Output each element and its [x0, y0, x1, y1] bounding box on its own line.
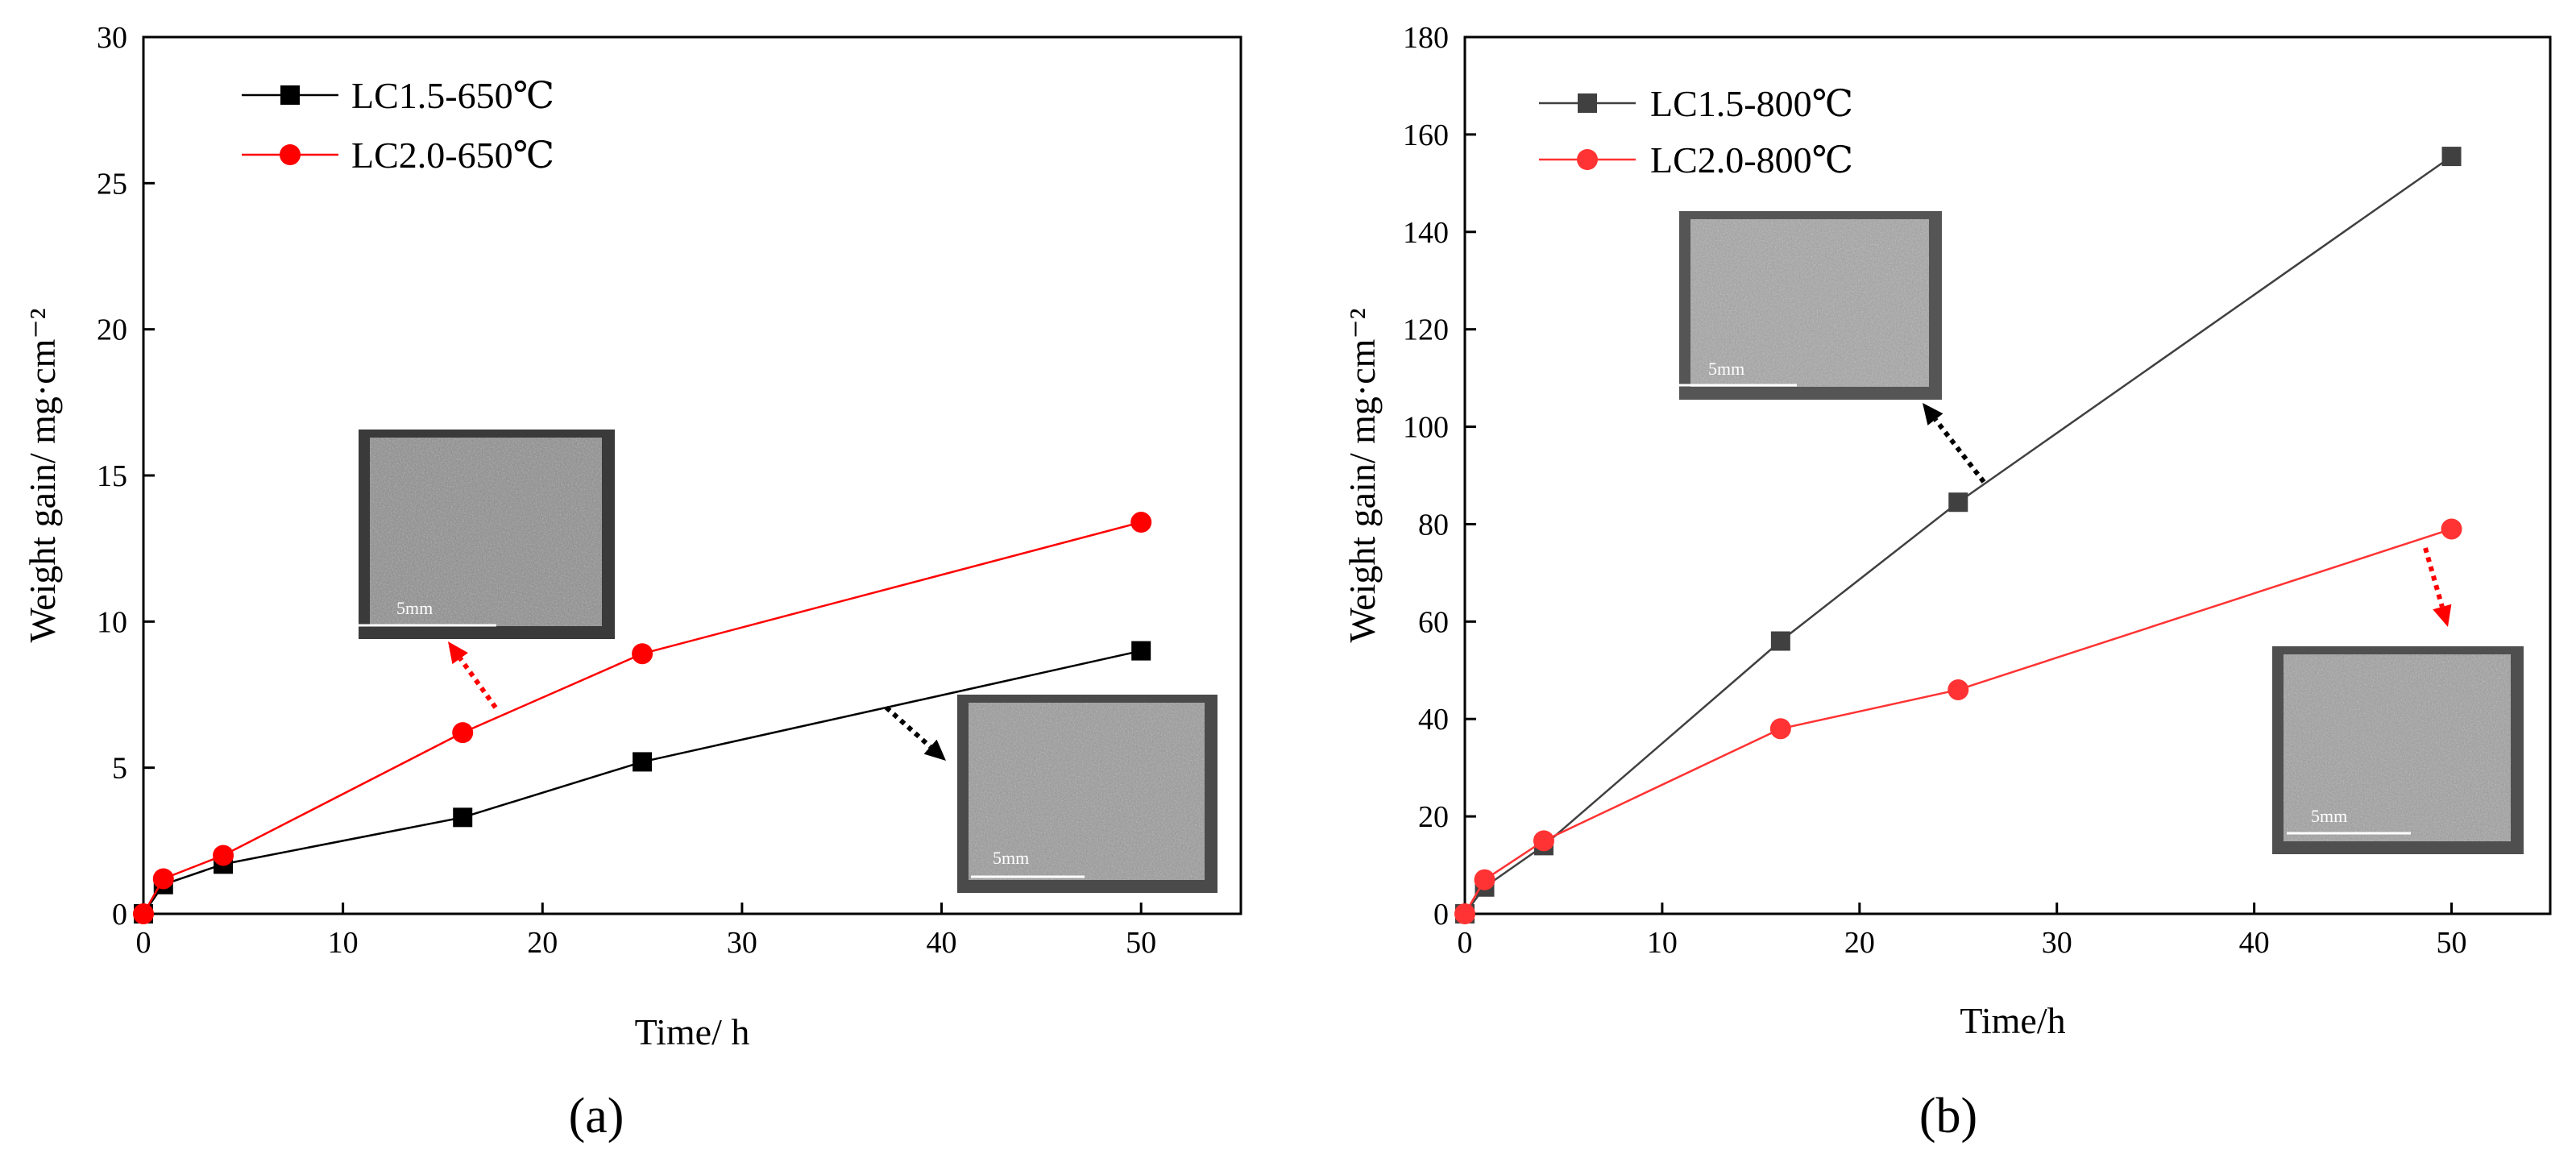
y-tick-label: 0 — [1433, 898, 1449, 932]
plot-frame — [1463, 35, 2552, 915]
chart-panel-a: 0 10 20 30 40 50 0 5 10 15 20 25 30 Time/ h Weight gai… — [22, 21, 1242, 1143]
dotted-arrow-head — [448, 641, 468, 665]
y-tick-label: 20 — [97, 313, 127, 347]
sample-texture — [969, 703, 1205, 880]
x-tick-label: 20 — [1844, 926, 1875, 960]
y-axis-title: Weight gain/ mg·cm⁻² — [22, 308, 63, 642]
data-point-circle — [1130, 512, 1152, 533]
legend-label: LC2.0-800℃ — [1650, 139, 1853, 181]
data-point-square — [633, 752, 653, 772]
data-point-circle — [1533, 830, 1554, 852]
y-tick-label: 120 — [1403, 313, 1449, 347]
data-point-circle — [2441, 518, 2462, 540]
legend: LC1.5-800℃ LC2.0-800℃ — [1539, 83, 1853, 181]
inset-micrograph: 5mm — [2272, 646, 2524, 854]
data-point-square — [2441, 147, 2462, 167]
y-tick-label: 25 — [97, 167, 127, 201]
x-tick-label: 0 — [1458, 926, 1473, 960]
legend-marker-square — [1578, 93, 1597, 113]
y-tick-label: 15 — [97, 459, 127, 493]
data-point-square — [1770, 631, 1790, 651]
scale-bar-label: 5mm — [1708, 359, 1744, 379]
chart-panel-b: 0 10 20 30 40 50 0 20 40 60 80 100 120 140 160 180 Time/… — [1342, 21, 2552, 1143]
sample-texture — [1690, 219, 1929, 387]
legend-marker-circle — [280, 144, 301, 165]
x-tick-label: 40 — [927, 926, 957, 960]
y-tick-label: 100 — [1403, 411, 1449, 445]
x-tick-label: 30 — [727, 926, 757, 960]
y-tick-label: 140 — [1403, 216, 1449, 250]
x-tick-label: 20 — [527, 926, 558, 960]
x-tick-label: 0 — [136, 926, 151, 960]
data-point-circle — [152, 868, 174, 890]
y-tick-label: 60 — [1418, 605, 1449, 639]
x-tick-label: 50 — [2437, 926, 2467, 960]
x-tick-label: 10 — [328, 926, 359, 960]
data-point-square — [1131, 641, 1151, 661]
dotted-arrow-shaft — [458, 657, 498, 709]
panels: 0 10 20 30 40 50 0 5 10 15 20 25 30 Time/ h Weight gai… — [22, 21, 2552, 1143]
x-axis-title: Time/ h — [635, 1011, 750, 1052]
scale-bar-label: 5mm — [2311, 806, 2347, 826]
data-point-circle — [213, 845, 234, 866]
dotted-arrow-shaft — [885, 705, 932, 749]
sample-texture — [370, 438, 602, 626]
data-point-circle — [1454, 903, 1475, 924]
y-axis-title: Weight gain/ mg·cm⁻² — [1342, 308, 1383, 642]
data-point-circle — [1769, 718, 1791, 740]
dotted-arrow-shaft — [1933, 417, 1986, 484]
data-point-circle — [133, 903, 154, 924]
legend-label: LC2.0-650℃ — [351, 135, 554, 176]
y-tick-label: 30 — [97, 21, 127, 55]
dotted-arrow-head — [923, 739, 946, 761]
x-tick-label: 50 — [1126, 926, 1156, 960]
data-point-circle — [1474, 869, 1495, 890]
x-axis-title: Time/h — [1960, 1000, 2065, 1041]
y-tick-label: 20 — [1418, 800, 1449, 834]
data-point-circle — [632, 643, 653, 665]
legend-label: LC1.5-650℃ — [351, 75, 554, 116]
legend: LC1.5-650℃ LC2.0-650℃ — [242, 75, 554, 176]
inset-micrograph: 5mm — [1679, 211, 1942, 400]
legend-marker-square — [280, 85, 300, 105]
y-tick-label: 160 — [1403, 118, 1449, 152]
y-tick-label: 0 — [112, 898, 127, 932]
dotted-arrow-head — [2433, 604, 2452, 627]
panel-label: (a) — [569, 1089, 624, 1143]
legend-label: LC1.5-800℃ — [1650, 83, 1853, 124]
dotted-arrow-head — [1923, 403, 1943, 425]
scale-bar-label: 5mm — [396, 598, 433, 618]
scale-bar-label: 5mm — [993, 848, 1029, 868]
y-tick-label: 5 — [112, 752, 127, 786]
sample-texture — [2284, 654, 2511, 841]
x-tick-label: 40 — [2239, 926, 2270, 960]
x-tick-label: 30 — [2042, 926, 2072, 960]
data-point-circle — [1948, 679, 1969, 700]
dotted-arrow-shaft — [2423, 547, 2445, 608]
y-tick-label: 80 — [1418, 508, 1449, 542]
y-tick-label: 10 — [97, 605, 127, 639]
y-tick-label: 40 — [1418, 703, 1449, 737]
data-point-square — [453, 807, 473, 828]
data-point-circle — [452, 722, 474, 744]
legend-marker-circle — [1577, 149, 1598, 170]
y-tick-label: 180 — [1403, 21, 1449, 55]
inset-micrograph: 5mm — [957, 695, 1217, 893]
x-tick-label: 10 — [1647, 926, 1678, 960]
inset-micrograph: 5mm — [359, 430, 615, 639]
panel-label: (b) — [1919, 1089, 1977, 1143]
data-point-square — [1948, 492, 1968, 513]
